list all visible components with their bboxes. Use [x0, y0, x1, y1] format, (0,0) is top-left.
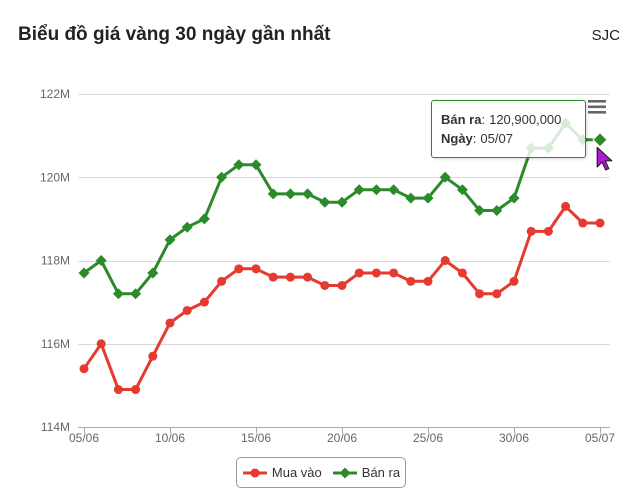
ban-ra-point[interactable] [181, 221, 193, 233]
menu-icon-bar [588, 105, 606, 109]
ban-ra-point[interactable] [267, 188, 279, 200]
mua-vao-point[interactable] [371, 268, 381, 278]
mua-vao-point[interactable] [113, 385, 123, 395]
x-tick-label: 05/07 [585, 431, 615, 445]
ban-ra-hovered-point[interactable] [592, 132, 608, 148]
mua-vao-point[interactable] [131, 385, 141, 395]
mua-vao-point[interactable] [595, 218, 605, 228]
x-tick-label: 25/06 [413, 431, 443, 445]
chart-menu-button[interactable] [586, 99, 608, 116]
mua-vao-point[interactable] [389, 268, 399, 278]
ban-ra-point[interactable] [370, 184, 382, 196]
menu-icon-bar [588, 111, 606, 114]
legend-label-ban-ra: Bán ra [361, 465, 401, 480]
ban-ra-point[interactable] [456, 184, 468, 196]
tooltip-value-row: Bán ra120,900,000 [441, 110, 585, 129]
x-tick-label: 10/06 [155, 431, 185, 445]
y-tick-label: 122M [40, 87, 70, 101]
circle-marker-icon [242, 468, 267, 477]
source-label: SJC [591, 27, 620, 44]
ban-ra-point[interactable] [78, 267, 90, 279]
mouse-cursor-icon [596, 146, 613, 171]
ban-ra-point[interactable] [388, 184, 400, 196]
y-tick-label: 118M [41, 254, 70, 268]
tooltip-date-row: Ngày05/07 [441, 129, 585, 148]
mua-vao-point[interactable] [199, 297, 209, 307]
ban-ra-point[interactable] [319, 196, 331, 208]
mua-vao-point[interactable] [440, 256, 450, 265]
mua-vao-point[interactable] [423, 276, 433, 286]
ban-ra-point[interactable] [112, 288, 124, 300]
ban-ra-point[interactable] [508, 192, 520, 204]
mua-vao-point[interactable] [148, 351, 158, 361]
ban-ra-point[interactable] [405, 192, 417, 204]
mua-vao-point[interactable] [303, 272, 313, 282]
ban-ra-point[interactable] [336, 196, 348, 208]
chart-title: Biểu đồ giá vàng 30 ngày gần nhất [18, 24, 331, 45]
y-tick-label: 120M [40, 170, 70, 184]
mua-vao-point[interactable] [354, 268, 364, 278]
tooltip-date: 05/07 [480, 131, 513, 146]
ban-ra-point[interactable] [147, 267, 159, 279]
mua-vao-point[interactable] [543, 226, 553, 236]
ban-ra-point[interactable] [198, 213, 210, 225]
chart-tooltip: Bán ra120,900,000 Ngày05/07 [431, 100, 586, 158]
legend-diamond-marker [339, 467, 351, 478]
mua-vao-line [82, 204, 602, 391]
ban-ra-point[interactable] [164, 234, 176, 246]
ban-ra-point[interactable] [95, 255, 107, 266]
mua-vao-point[interactable] [268, 272, 278, 282]
x-tick-label: 20/06 [327, 431, 357, 445]
ban-ra-point[interactable] [474, 205, 486, 217]
legend-label-mua-vao: Mua vào [271, 465, 322, 480]
mua-vao-point[interactable] [96, 339, 106, 349]
cursor-arrow [596, 146, 613, 171]
mua-vao-point[interactable] [79, 364, 89, 374]
tooltip-value: 120,900,000 [489, 112, 562, 127]
mua-vao-point[interactable] [406, 276, 416, 286]
mua-vao-point[interactable] [234, 264, 244, 274]
menu-icon [588, 100, 606, 114]
x-tick-label: 30/06 [499, 431, 529, 445]
mua-vao-point[interactable] [578, 218, 588, 228]
ban-ra-point[interactable] [233, 159, 245, 171]
mua-vao-point[interactable] [561, 201, 571, 211]
tooltip-series-label: Bán ra [441, 112, 489, 127]
mua-vao-point[interactable] [492, 289, 502, 299]
x-tick-label: 15/06 [241, 431, 271, 445]
y-tick-label: 114M [41, 420, 70, 434]
mua-vao-point[interactable] [182, 305, 192, 315]
ban-ra-point[interactable] [250, 159, 262, 171]
mua-vao-point[interactable] [320, 280, 330, 290]
mua-vao-point[interactable] [217, 276, 227, 286]
ban-ra-point[interactable] [439, 171, 451, 183]
ban-ra-point[interactable] [130, 288, 142, 300]
y-tick-label: 116M [41, 337, 70, 351]
x-tick-label: 05/06 [69, 431, 99, 445]
menu-icon-bar [588, 100, 606, 103]
legend-item-ban-ra[interactable]: Bán ra [332, 465, 400, 480]
ban-ra-point[interactable] [353, 184, 365, 196]
legend-item-mua-vao[interactable]: Mua vào [242, 465, 322, 480]
tooltip-date-label: Ngày [441, 131, 480, 146]
chart-legend: Mua vào Bán ra [236, 457, 406, 488]
ban-ra-point[interactable] [284, 188, 296, 200]
ban-ra-point[interactable] [302, 188, 314, 200]
mua-vao-point[interactable] [251, 264, 261, 274]
mua-vao-point[interactable] [457, 268, 467, 278]
mua-vao-point[interactable] [337, 280, 347, 290]
mua-vao-point[interactable] [526, 226, 536, 236]
legend-circle-marker [250, 468, 260, 477]
mua-vao-point[interactable] [509, 276, 519, 286]
ban-ra-point[interactable] [422, 192, 434, 204]
mua-vao-point[interactable] [475, 289, 485, 299]
mua-vao-series [79, 201, 605, 395]
diamond-marker-icon [332, 467, 357, 478]
mua-vao-point[interactable] [285, 272, 295, 282]
ban-ra-point[interactable] [216, 171, 228, 183]
ban-ra-point[interactable] [491, 205, 503, 217]
mua-vao-point[interactable] [165, 318, 175, 328]
